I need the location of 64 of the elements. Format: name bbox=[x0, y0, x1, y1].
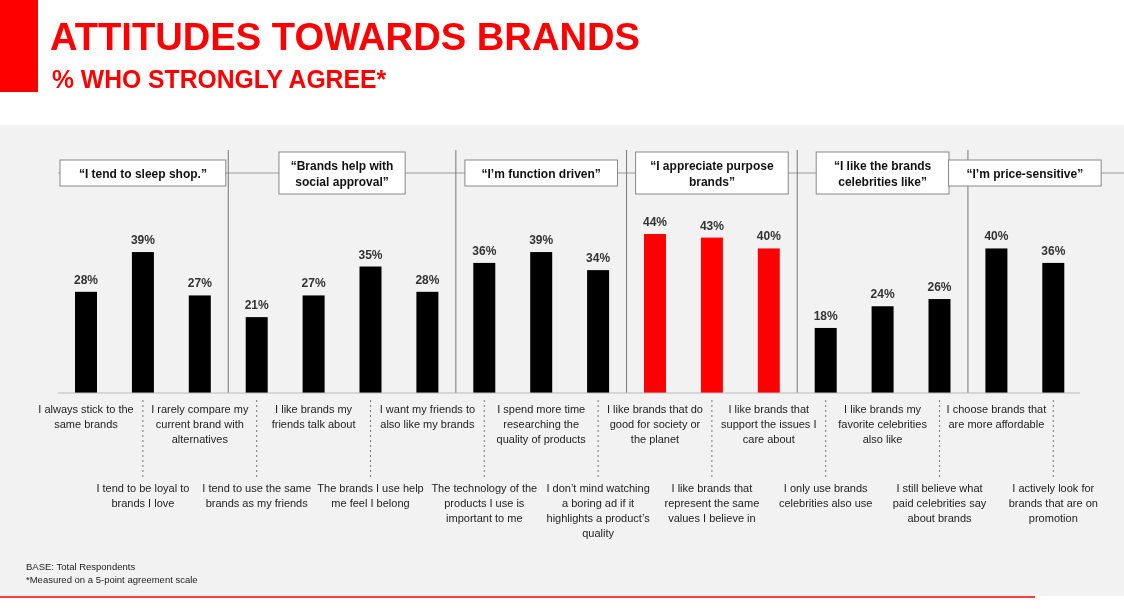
x-tick-label: I like brands that support the issues I care about bbox=[721, 403, 817, 445]
x-tick-label: I like brands that represent the same values I believe in bbox=[664, 482, 760, 524]
bar bbox=[359, 266, 382, 393]
bar bbox=[302, 295, 325, 393]
x-tick-label: I like brands that do good for society or the planet bbox=[606, 403, 704, 445]
x-tick-label: I still believe what paid celebrities say about brands bbox=[892, 482, 987, 524]
bar bbox=[131, 252, 154, 393]
x-tick-label: I tend to use the same brands as my friends bbox=[202, 482, 312, 509]
bar bbox=[985, 248, 1008, 393]
x-tick-label: I spend more time researching the quality of products bbox=[496, 403, 587, 445]
data-label: 36% bbox=[1041, 243, 1066, 258]
x-tick-label: I always stick to the same brands bbox=[38, 403, 134, 430]
bar bbox=[1042, 262, 1065, 393]
data-label: 40% bbox=[756, 229, 782, 244]
data-label: 34% bbox=[586, 251, 611, 266]
chart-subtitle: % WHO STRONGLY AGREE* bbox=[52, 65, 391, 93]
bar bbox=[473, 262, 496, 393]
bar bbox=[757, 248, 780, 393]
bar bbox=[75, 291, 97, 393]
data-label: 39% bbox=[130, 233, 156, 248]
x-tick-label: I like brands my favorite celebrities also like bbox=[838, 403, 928, 445]
data-label: 40% bbox=[984, 229, 1009, 244]
data-label: 35% bbox=[358, 247, 383, 262]
x-tick-label: I don’t mind watching a boring ad if it highlights a product’s quality bbox=[546, 482, 651, 539]
data-label: 36% bbox=[472, 243, 497, 258]
bar bbox=[416, 291, 439, 393]
bar bbox=[245, 317, 268, 393]
text: *Measured on a 5-point agreement scale bbox=[26, 574, 198, 585]
bar bbox=[188, 295, 211, 393]
data-label: 28% bbox=[415, 272, 440, 287]
text: “Brands help with social approval” bbox=[290, 159, 394, 189]
data-label: 24% bbox=[870, 287, 895, 302]
bar bbox=[587, 270, 610, 393]
x-tick-label: I choose brands that are more affordable bbox=[946, 403, 1047, 430]
data-label: 27% bbox=[301, 276, 326, 291]
data-label: 27% bbox=[187, 276, 213, 291]
x-tick-label: I only use brands celebrities also use bbox=[778, 482, 873, 509]
data-label: 21% bbox=[244, 298, 270, 313]
bar bbox=[871, 306, 894, 393]
x-tick-label: The brands I use help me feel I belong bbox=[317, 482, 424, 509]
text: “I appreciate purpose brands” bbox=[650, 159, 774, 189]
x-tick-label: I want my friends to also like my brands bbox=[379, 403, 476, 430]
data-label: 18% bbox=[813, 308, 839, 323]
text: “I tend to sleep shop.” bbox=[78, 167, 207, 181]
data-label: 26% bbox=[927, 280, 952, 295]
bar bbox=[644, 234, 666, 393]
bar bbox=[530, 252, 553, 393]
bar bbox=[700, 237, 723, 393]
data-label: 39% bbox=[529, 233, 554, 248]
bar bbox=[928, 299, 951, 393]
x-tick-label: I like brands my friends talk about bbox=[271, 403, 356, 430]
text: “I like the brands celebrities like” bbox=[833, 159, 932, 189]
data-label: 43% bbox=[699, 218, 725, 233]
data-label: 44% bbox=[642, 215, 668, 229]
data-label: 28% bbox=[73, 272, 99, 287]
x-tick-label: I rarely compare my current brand with alternatives bbox=[151, 403, 249, 445]
x-tick-label: The technology of the products I use is important to me bbox=[431, 482, 538, 524]
text: “I’m function driven” bbox=[481, 167, 601, 181]
text: BASE: Total Respondents bbox=[26, 561, 136, 572]
x-tick-label: I tend to be loyal to brands I love bbox=[96, 482, 190, 509]
bar bbox=[814, 327, 837, 393]
x-tick-label: I actively look for brands that are on promotion bbox=[1008, 482, 1098, 524]
chart-title: ATTITUDES TOWARDS BRANDS bbox=[50, 16, 640, 58]
text: “I’m price-sensitive” bbox=[966, 167, 1084, 181]
